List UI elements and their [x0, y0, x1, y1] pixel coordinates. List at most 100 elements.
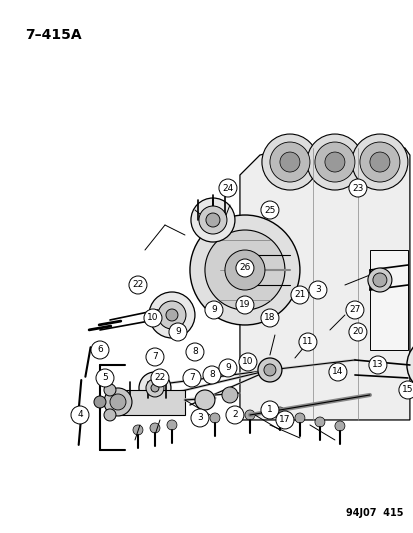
Circle shape	[257, 358, 281, 382]
Circle shape	[345, 301, 363, 319]
Circle shape	[235, 296, 253, 314]
Text: 2: 2	[232, 410, 237, 419]
Circle shape	[225, 406, 243, 424]
Text: 21: 21	[294, 290, 305, 300]
Circle shape	[314, 417, 324, 427]
Circle shape	[224, 250, 264, 290]
Circle shape	[324, 152, 344, 172]
Text: 8: 8	[209, 370, 214, 379]
Circle shape	[260, 401, 278, 419]
Circle shape	[406, 337, 413, 393]
Text: 7: 7	[152, 352, 157, 361]
Circle shape	[183, 369, 200, 387]
Circle shape	[348, 323, 366, 341]
Circle shape	[359, 142, 399, 182]
Circle shape	[96, 369, 114, 387]
Text: 4: 4	[77, 410, 83, 419]
Circle shape	[71, 406, 89, 424]
Circle shape	[104, 388, 132, 416]
Circle shape	[218, 179, 236, 197]
Circle shape	[149, 292, 195, 338]
Circle shape	[398, 381, 413, 399]
Text: 10: 10	[242, 358, 253, 367]
Polygon shape	[240, 145, 409, 420]
Circle shape	[260, 201, 278, 219]
Circle shape	[166, 420, 176, 430]
Circle shape	[204, 301, 223, 319]
Circle shape	[151, 384, 159, 392]
Text: 94J07  415: 94J07 415	[346, 508, 403, 518]
Circle shape	[202, 366, 221, 384]
Circle shape	[139, 372, 171, 404]
Circle shape	[205, 213, 219, 227]
Circle shape	[151, 369, 169, 387]
Text: 9: 9	[225, 364, 230, 373]
Text: 7–415A: 7–415A	[25, 28, 81, 42]
Circle shape	[190, 215, 299, 325]
Text: 3: 3	[197, 414, 202, 423]
Text: 7: 7	[189, 374, 195, 383]
Circle shape	[190, 198, 235, 242]
Circle shape	[260, 309, 278, 327]
Circle shape	[209, 413, 219, 423]
Circle shape	[104, 409, 116, 421]
Text: 22: 22	[154, 374, 165, 383]
Text: 14: 14	[331, 367, 343, 376]
Circle shape	[169, 323, 187, 341]
Circle shape	[146, 348, 164, 366]
Circle shape	[238, 353, 256, 371]
Circle shape	[261, 134, 317, 190]
Polygon shape	[369, 250, 407, 350]
Text: 18: 18	[263, 313, 275, 322]
Circle shape	[204, 230, 284, 310]
Text: 19: 19	[239, 301, 250, 310]
Circle shape	[308, 281, 326, 299]
Text: 22: 22	[132, 280, 143, 289]
Circle shape	[133, 425, 142, 435]
Text: 25: 25	[263, 206, 275, 214]
Circle shape	[166, 309, 178, 321]
Polygon shape	[118, 390, 185, 415]
Circle shape	[190, 409, 209, 427]
Circle shape	[199, 206, 226, 234]
Circle shape	[294, 413, 304, 423]
Circle shape	[367, 268, 391, 292]
Text: 17: 17	[278, 415, 290, 424]
Circle shape	[328, 363, 346, 381]
Circle shape	[306, 134, 362, 190]
Text: 1: 1	[266, 406, 272, 415]
Circle shape	[368, 356, 386, 374]
Circle shape	[94, 396, 106, 408]
Circle shape	[110, 394, 126, 410]
Text: 5: 5	[102, 374, 108, 383]
Text: 23: 23	[351, 183, 363, 192]
Circle shape	[314, 142, 354, 182]
Circle shape	[129, 276, 147, 294]
Circle shape	[235, 259, 253, 277]
Text: 6: 6	[97, 345, 102, 354]
Circle shape	[298, 333, 316, 351]
Text: 20: 20	[351, 327, 363, 336]
Circle shape	[279, 152, 299, 172]
Circle shape	[269, 142, 309, 182]
Circle shape	[275, 411, 293, 429]
Circle shape	[91, 341, 109, 359]
Circle shape	[351, 134, 407, 190]
Circle shape	[274, 407, 284, 417]
Circle shape	[244, 410, 254, 420]
Text: 9: 9	[211, 305, 216, 314]
Text: 8: 8	[192, 348, 197, 357]
Circle shape	[158, 301, 185, 329]
Text: 26: 26	[239, 263, 250, 272]
Text: 27: 27	[349, 305, 360, 314]
Text: 24: 24	[222, 183, 233, 192]
Text: 15: 15	[401, 385, 413, 394]
Circle shape	[263, 364, 275, 376]
Circle shape	[372, 273, 386, 287]
Text: 10: 10	[147, 313, 158, 322]
Circle shape	[195, 390, 214, 410]
Text: 3: 3	[314, 286, 320, 295]
Circle shape	[144, 309, 161, 327]
Circle shape	[334, 421, 344, 431]
Circle shape	[290, 286, 308, 304]
